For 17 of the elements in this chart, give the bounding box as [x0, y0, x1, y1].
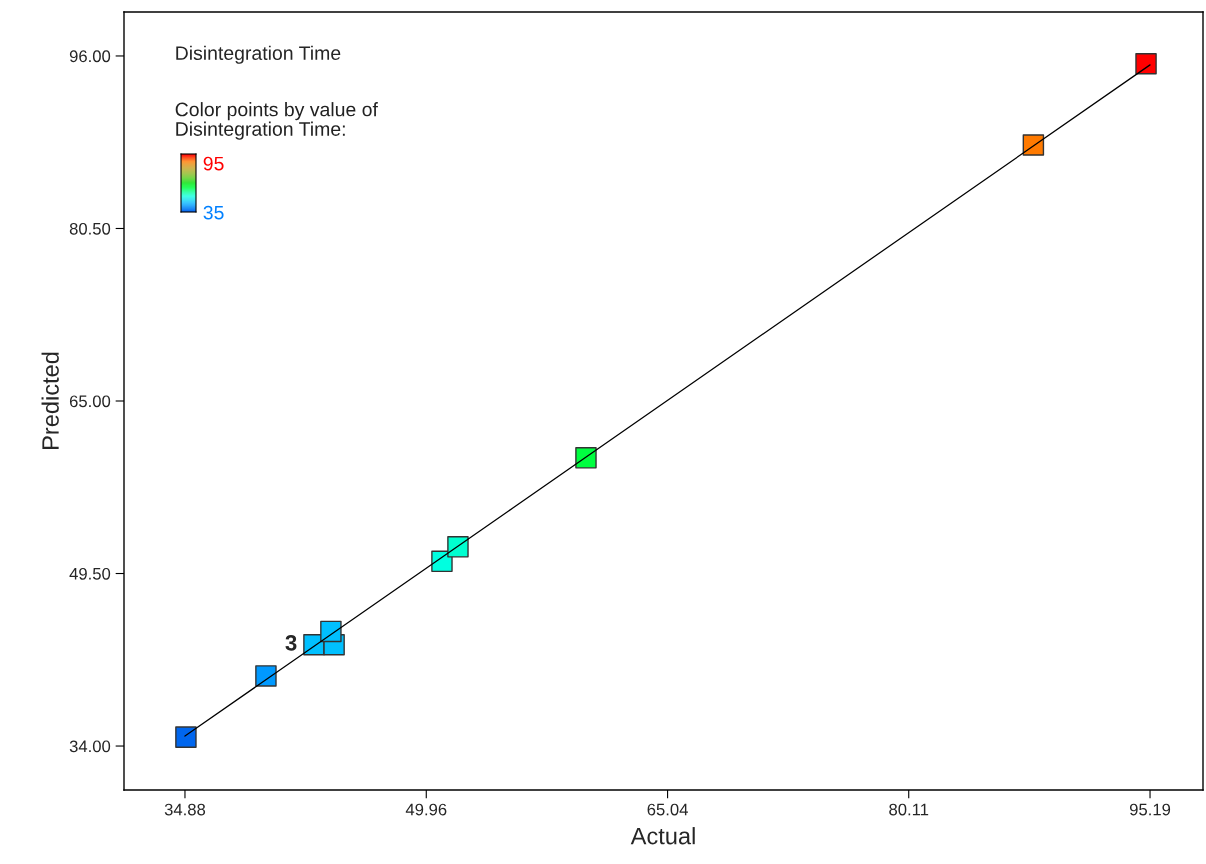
y-tick-label: 65.00 [69, 395, 111, 408]
x-tick-label: 95.19 [1129, 803, 1171, 816]
x-tick-label: 49.96 [405, 803, 447, 816]
y-axis-title: Predicted [41, 352, 59, 449]
y-tick-label: 49.50 [69, 567, 111, 580]
text: Disintegration Time [176, 45, 341, 64]
annotation: 3 [285, 634, 297, 651]
x-tick-label: 65.04 [647, 803, 688, 816]
x-tick-label: 34.88 [164, 803, 206, 816]
annotation: 35 [203, 205, 224, 220]
x-tick-label: 80.11 [889, 803, 929, 816]
x-axis-title: Actual [630, 827, 695, 845]
y-tick-label: 34.00 [69, 740, 111, 753]
y-tick-label: 96.00 [69, 50, 111, 63]
y-tick-label: 80.50 [69, 222, 111, 235]
annotation: 95 [203, 156, 224, 171]
annotation: Color points by value of Disintegration Time: [175, 102, 378, 140]
